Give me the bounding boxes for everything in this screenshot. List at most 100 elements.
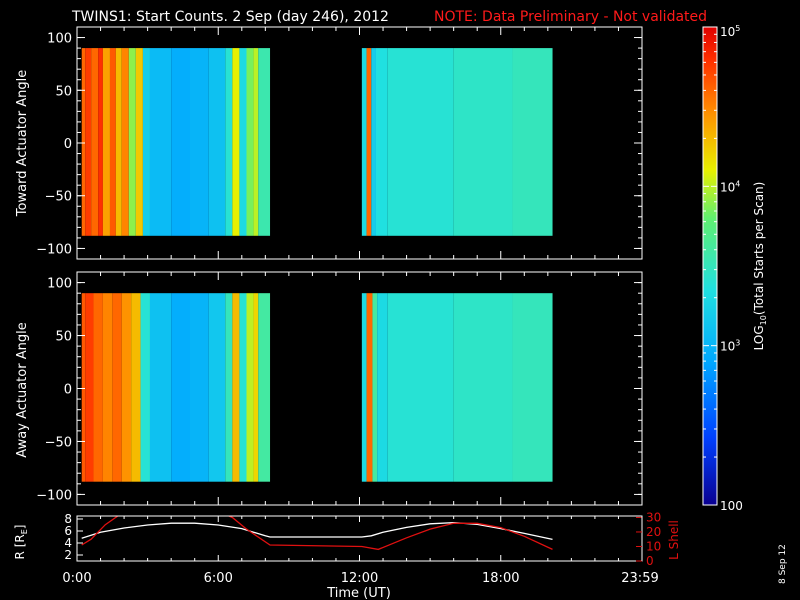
y-tick-label: −50	[45, 190, 72, 205]
heatmap-column	[232, 293, 240, 482]
away-y-axis-label: Away Actuator Angle	[15, 322, 30, 457]
heatmap-column	[371, 48, 376, 236]
heatmap-column	[85, 293, 94, 482]
orbit-panel-frame	[76, 515, 643, 562]
colorbar: 105 104 103 100 LOG10(Total Starts per Scan…	[702, 24, 768, 513]
heatmap-column	[239, 293, 247, 482]
colorbar-tick-label: 104	[720, 179, 740, 194]
y-tick-label: 100	[47, 32, 72, 47]
heatmap-column	[142, 48, 150, 236]
radius-axis-label: R [RE]	[13, 525, 29, 560]
colorbar-label: LOG10(Total Starts per Scan)	[752, 182, 768, 351]
heatmap-column	[253, 48, 259, 236]
colorbar-frame	[702, 26, 718, 506]
heatmap-column	[98, 48, 103, 236]
toward-y-axis: −100 −50 0 50 100	[36, 27, 643, 259]
y-tick-label: 50	[55, 84, 72, 99]
time-tick-label: 0:00	[62, 571, 91, 586]
heatmap-column	[115, 48, 122, 236]
heatmap-column	[81, 48, 86, 236]
heatmap-column	[512, 293, 553, 482]
time-tick-label: 12:00	[341, 571, 378, 586]
y-tick-label: −50	[45, 435, 72, 450]
heatmap-column	[453, 48, 513, 236]
toward-heatmap-blocks	[81, 48, 553, 236]
away-heatmap-blocks	[81, 293, 553, 482]
heatmap-column	[246, 293, 254, 482]
heatmap-column	[91, 48, 99, 236]
radius-tick-label: 4	[64, 536, 72, 550]
heatmap-column	[93, 293, 103, 482]
heatmap-column	[102, 293, 113, 482]
heatmap-column	[208, 293, 226, 482]
heatmap-column	[128, 48, 136, 236]
heatmap-column	[208, 48, 226, 236]
y-tick-label: 100	[47, 277, 72, 292]
heatmap-column	[258, 293, 271, 482]
heatmap-column	[366, 48, 372, 236]
preliminary-note: NOTE: Data Preliminary - Not validated	[434, 9, 707, 25]
y-tick-label: −100	[36, 242, 72, 257]
heatmap-column	[131, 293, 141, 482]
lshell-tick-label: 20	[646, 525, 661, 539]
radius-tick-label: 8	[64, 512, 72, 526]
heatmap-column	[253, 293, 259, 482]
colorbar-gradient	[703, 27, 717, 505]
toward-y-axis-label: Toward Actuator Angle	[15, 70, 30, 217]
heatmap-column	[387, 48, 454, 236]
heatmap-column	[375, 48, 388, 236]
figure-title: TWINS1: Start Counts. 2 Sep (day 246), 2…	[71, 9, 389, 25]
heatmap-column	[366, 293, 373, 482]
heatmap-column	[387, 293, 454, 482]
away-y-axis: −100 −50 0 50 100	[36, 272, 643, 505]
heatmap-column	[171, 293, 190, 482]
heatmap-column	[109, 48, 116, 236]
colorbar-tick-label: 100	[720, 499, 743, 513]
lshell-tick-label: 30	[646, 510, 661, 524]
toward-actuator-panel: −100 −50 0 50 100 Toward Actuator Angle	[15, 26, 643, 260]
heatmap-column	[102, 48, 110, 236]
heatmap-column	[361, 48, 367, 236]
heatmap-column	[225, 293, 233, 482]
heatmap-column	[135, 48, 143, 236]
heatmap-column	[190, 48, 209, 236]
orbit-lines	[81, 516, 553, 551]
heatmap-column	[246, 48, 254, 236]
heatmap-column	[190, 293, 209, 482]
heatmap-column	[81, 293, 86, 482]
radius-tick-label: 2	[64, 548, 72, 562]
heatmap-column	[232, 48, 240, 236]
lshell-tick-label: 0	[646, 554, 654, 568]
lshell-line	[81, 516, 553, 551]
lshell-axis-label: L Shell	[667, 520, 681, 560]
heatmap-column	[149, 48, 172, 236]
heatmap-column	[258, 48, 271, 236]
heatmap-column	[121, 48, 129, 236]
time-tick-label: 6:00	[204, 571, 233, 586]
heatmap-column	[112, 293, 122, 482]
heatmap-column	[171, 48, 190, 236]
lshell-tick-label: 10	[646, 539, 661, 553]
time-axis-label: Time (UT)	[326, 586, 391, 600]
colorbar-ticks: 105 104 103 100	[703, 24, 743, 513]
colorbar-tick-label: 103	[720, 339, 740, 354]
heatmap-column	[361, 293, 367, 482]
away-actuator-panel: −100 −50 0 50 100 Away Actuator Angle	[15, 271, 643, 506]
heatmap-column	[149, 293, 172, 482]
heatmap-column	[453, 293, 513, 482]
time-tick-label: 18:00	[482, 571, 519, 586]
y-tick-label: 50	[55, 330, 72, 345]
heatmap-column	[377, 293, 388, 482]
y-tick-label: 0	[64, 137, 72, 152]
heatmap-column	[239, 48, 247, 236]
radius-tick-label: 6	[64, 524, 72, 538]
heatmap-column	[512, 48, 553, 236]
heatmap-column	[372, 293, 378, 482]
heatmap-column	[121, 293, 132, 482]
heatmap-column	[85, 48, 92, 236]
colorbar-tick-label: 105	[720, 24, 740, 39]
time-tick-label: 23:59	[621, 571, 658, 586]
